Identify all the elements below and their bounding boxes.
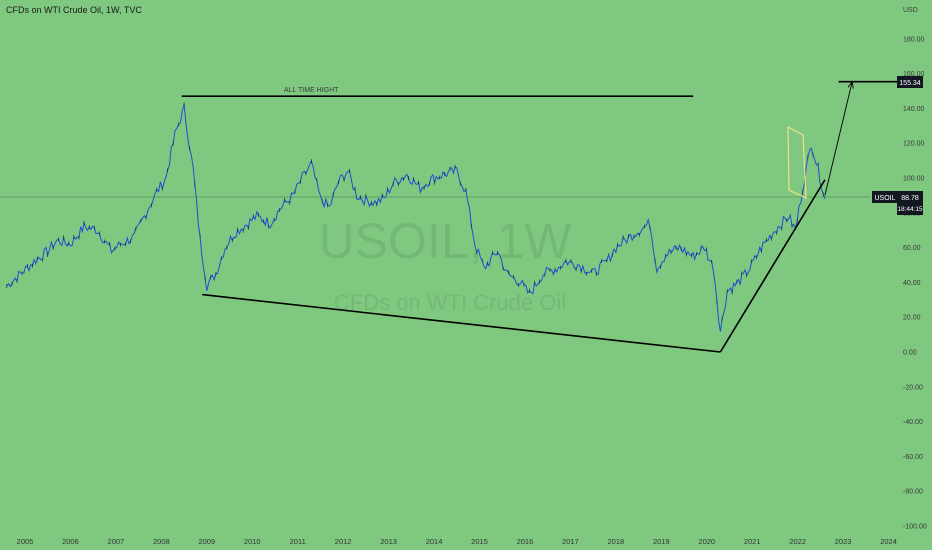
x-tick-label: 2012 [335,537,352,546]
trendline[interactable] [202,293,721,353]
symbol-tag: USOIL [874,195,895,202]
projection-arrow[interactable] [824,81,853,196]
x-tick-label: 2014 [426,537,443,546]
y-tick-label: 180.00 [903,36,925,43]
y-tick-label: 100.00 [903,176,925,183]
x-tick-label: 2013 [380,537,397,546]
y-tick-label: -20.00 [903,384,923,391]
last-price-value: 88.78 [901,195,919,202]
chart-title: CFDs on WTI Crude Oil, 1W, TVC [6,5,142,15]
y-tick-label: -80.00 [903,489,923,496]
x-tick-label: 2022 [789,537,806,546]
x-tick-label: 2011 [290,537,306,546]
x-tick-label: 2010 [244,537,261,546]
x-tick-label: 2024 [880,537,897,546]
y-tick-label: 160.00 [903,71,925,78]
x-tick-label: 2019 [653,537,670,546]
x-tick-label: 2009 [198,537,215,546]
x-tick-label: 2005 [17,537,34,546]
currency-label: USD [903,7,918,14]
x-tick-label: 2017 [562,537,579,546]
x-tick-label: 2023 [835,537,852,546]
last-price-tag[interactable]: USOIL 88.78 18:44:15 [872,191,923,215]
ath-label: ALL TIME HIGHT [284,87,339,94]
y-tick-label: 60.00 [903,245,921,252]
x-tick-label: 2008 [153,537,170,546]
x-tick-label: 2006 [62,537,79,546]
price-axis[interactable]: 180.00160.00140.00120.00100.0080.0060.00… [903,36,927,530]
watermark-name: CFDs on WTI Crude Oil [334,290,566,315]
x-tick-label: 2007 [108,537,125,546]
y-tick-label: -100.00 [903,524,927,531]
x-tick-label: 2018 [608,537,625,546]
flag-pattern[interactable] [787,125,807,199]
x-tick-label: 2015 [471,537,488,546]
x-tick-label: 2020 [698,537,715,546]
target-price-tag[interactable]: 155.34 [897,76,923,88]
y-tick-label: 0.00 [903,350,917,357]
x-tick-label: 2016 [517,537,534,546]
y-tick-label: 140.00 [903,106,925,113]
watermark-symbol: USOIL, 1W [319,213,573,269]
y-tick-label: -60.00 [903,454,923,461]
y-tick-label: 40.00 [903,280,921,287]
trendline[interactable] [719,179,826,353]
time-axis[interactable]: 2005 2006 2007 2008 2009 2010 2011 2012 2013 2014… [17,537,897,546]
y-tick-label: 20.00 [903,315,921,322]
target-price-value: 155.34 [899,80,921,87]
x-tick-label: 2021 [744,537,761,546]
y-tick-label: -40.00 [903,419,923,426]
bar-countdown: 18:44:15 [897,206,923,213]
y-tick-label: 120.00 [903,141,925,148]
